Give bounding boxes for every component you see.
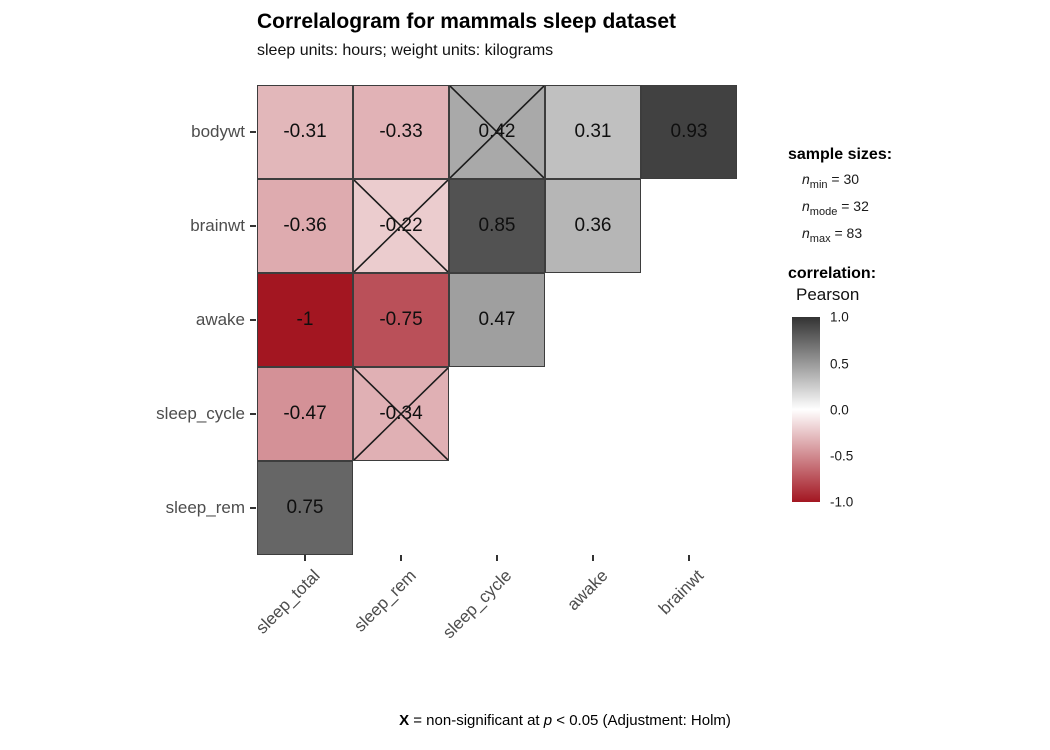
x-axis-label-text: brainwt: [655, 566, 708, 619]
corr-cell-bodywt-sleep_cycle: 0.42: [449, 85, 545, 179]
non-significant-cross-icon: [354, 180, 448, 272]
corr-value: -0.75: [379, 309, 423, 330]
corr-cell-awake-sleep_cycle: 0.47: [449, 273, 545, 367]
corr-cell-brainwt-awake: 0.36: [545, 179, 641, 273]
heatmap-panel: -0.31 -0.33 0.42 0.31 0.93 -0.36 -0.22 0.85 0.36…: [257, 85, 737, 555]
caption-x-symbol: X: [399, 712, 410, 729]
corr-cell-bodywt-sleep_total: -0.31: [257, 85, 353, 179]
corr-cell-bodywt-awake: 0.31: [545, 85, 641, 179]
x-axis-label-text: sleep_total: [251, 566, 324, 638]
corr-value: 0.93: [670, 121, 708, 142]
x-axis-label-text: awake: [563, 566, 612, 615]
colorbar-tick-label: -0.5: [830, 448, 854, 464]
colorbar-tick-label: 0.5: [830, 356, 849, 372]
corr-cell-sleep_cycle-sleep_rem: -0.34: [353, 367, 449, 461]
corr-cell-sleep_cycle-sleep_total: -0.47: [257, 367, 353, 461]
caption-text-1: = non-significant at: [409, 712, 544, 729]
colorbar-tick-label: -1.0: [830, 494, 854, 510]
y-axis-tick: [250, 507, 256, 509]
corr-value: 0.31: [574, 121, 612, 142]
non-significant-cross-icon: [354, 368, 448, 460]
non-significant-cross-icon: [450, 86, 544, 178]
corr-value: -0.31: [283, 121, 327, 142]
caption: X = non-significant at p < 0.05 (Adjustm…: [80, 712, 1050, 729]
y-axis-label-brainwt: brainwt: [190, 216, 245, 235]
y-axis-label-bodywt: bodywt: [191, 122, 245, 141]
sample-size-mode: nmode = 32: [802, 197, 869, 218]
sample-size-max: nmax = 83: [802, 224, 863, 245]
corr-cell-brainwt-sleep_cycle: 0.85: [449, 179, 545, 273]
corr-cell-awake-sleep_rem: -0.75: [353, 273, 449, 367]
corr-value: -0.36: [283, 215, 327, 236]
corr-cell-bodywt-sleep_rem: -0.33: [353, 85, 449, 179]
corr-value: 0.75: [286, 497, 324, 518]
corr-value: 0.47: [478, 309, 516, 330]
correlation-title: correlation:: [788, 265, 877, 283]
sample-sizes-list: nmin = 30 nmode = 32 nmax = 83: [788, 169, 1050, 249]
corr-cell-brainwt-sleep_total: -0.36: [257, 179, 353, 273]
colorbar-tick-label: 0.0: [830, 402, 849, 418]
corr-value: -1: [296, 309, 314, 330]
caption-text-2: < 0.05 (Adjustment: Holm): [552, 712, 731, 729]
corr-cell-sleep_rem-sleep_total: 0.75: [257, 461, 353, 555]
x-axis-tick: [400, 555, 402, 561]
sample-size-min: nmin = 30: [802, 171, 860, 191]
corr-cell-brainwt-sleep_rem: -0.22: [353, 179, 449, 273]
sample-sizes-title: sample sizes:: [788, 146, 893, 163]
corr-cell-bodywt-brainwt: 0.93: [641, 85, 737, 179]
y-axis-tick: [250, 319, 256, 321]
corr-cell-awake-sleep_total: -1: [257, 273, 353, 367]
caption-p-symbol: p: [543, 712, 553, 729]
y-axis-tick: [250, 413, 256, 415]
legend: sample sizes: nmin = 30 nmode = 32 nmax = …: [788, 146, 1050, 510]
corr-value: 0.85: [478, 215, 516, 236]
chart-subtitle: sleep units: hours; weight units: kilogr…: [257, 42, 554, 59]
corr-value: -0.33: [379, 121, 423, 142]
y-axis-label-awake: awake: [195, 310, 245, 329]
colorbar-gradient: [792, 317, 820, 503]
y-axis-tick: [250, 225, 256, 227]
x-axis-tick: [304, 555, 306, 561]
chart-title: Correlalogram for mammals sleep dataset: [257, 10, 676, 33]
x-axis-tick: [592, 555, 594, 561]
x-axis-label-text: sleep_cycle: [439, 566, 516, 643]
corr-value: 0.36: [574, 215, 612, 236]
correlation-method: Pearson: [796, 285, 860, 305]
y-axis-label-sleep_rem: sleep_rem: [165, 498, 245, 517]
y-axis-tick: [250, 131, 256, 133]
colorbar-wrap: 1.0 0.5 0.0 -0.5 -1.0: [792, 310, 1050, 510]
x-axis-tick: [496, 555, 498, 561]
x-axis-tick: [688, 555, 690, 561]
corr-value: -0.47: [283, 403, 327, 424]
colorbar-tick-label: 1.0: [830, 309, 849, 325]
y-axis-label-sleep_cycle: sleep_cycle: [156, 404, 245, 423]
x-axis-label-text: sleep_rem: [349, 566, 420, 636]
